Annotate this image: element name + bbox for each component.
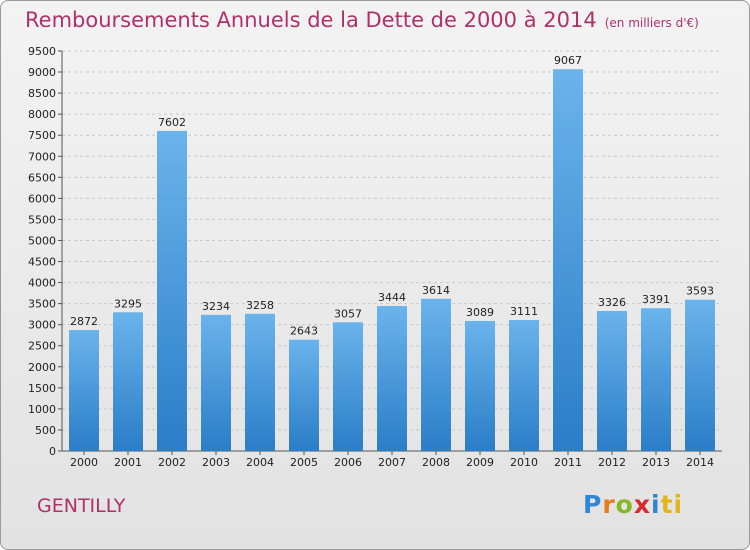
- x-tick-label: 2001: [114, 456, 142, 469]
- bar: [333, 322, 363, 451]
- bar: [245, 313, 275, 451]
- data-label: 3391: [642, 293, 670, 306]
- x-tick-label: 2009: [466, 456, 494, 469]
- city-name: GENTILLY: [37, 495, 126, 517]
- y-tick-label: 500: [35, 424, 56, 437]
- bar: [509, 320, 539, 451]
- logo-letter: r: [602, 490, 616, 519]
- y-tick-label: 5000: [28, 234, 56, 247]
- bar: [641, 308, 671, 451]
- x-tick-label: 2003: [202, 456, 230, 469]
- y-tick-label: 9500: [28, 45, 56, 58]
- y-tick-label: 7000: [28, 150, 56, 163]
- data-label: 3057: [334, 307, 362, 320]
- x-tick-label: 2012: [598, 456, 626, 469]
- bar: [685, 299, 715, 451]
- y-tick-label: 0: [49, 445, 56, 458]
- x-tick-label: 2010: [510, 456, 538, 469]
- y-tick-label: 3000: [28, 319, 56, 332]
- y-tick-label: 6500: [28, 171, 56, 184]
- data-label: 9067: [554, 54, 582, 67]
- bar: [421, 298, 451, 451]
- bar: [201, 314, 231, 451]
- data-label: 2643: [290, 325, 318, 338]
- data-label: 3111: [510, 305, 538, 318]
- y-tick-label: 5500: [28, 213, 56, 226]
- labels: 0 500 1000 1500 2000 2500 3000 3500 4000 4500 5000…: [28, 45, 714, 469]
- bar: [157, 130, 187, 452]
- bar: [597, 310, 627, 451]
- data-label: 3444: [378, 291, 406, 304]
- x-tick-label: 2005: [290, 456, 318, 469]
- data-label: 3614: [422, 284, 450, 297]
- bar: [377, 305, 407, 451]
- data-label: 7602: [158, 116, 186, 129]
- x-tick-label: 2013: [642, 456, 670, 469]
- y-tick-label: 7500: [28, 129, 56, 142]
- y-tick-label: 2000: [28, 361, 56, 374]
- logo-letter: i: [651, 490, 661, 519]
- y-tick-label: 9000: [28, 66, 56, 79]
- x-tick-label: 2000: [70, 456, 98, 469]
- unit-text: (en milliers d'€): [604, 16, 699, 30]
- data-label: 3234: [202, 300, 230, 313]
- bar: [113, 312, 143, 451]
- bar: [289, 339, 319, 451]
- y-tick-label: 1500: [28, 382, 56, 395]
- x-tick-label: 2006: [334, 456, 362, 469]
- y-tick-label: 2500: [28, 340, 56, 353]
- data-label: 3089: [466, 306, 494, 319]
- y-tick-label: 6000: [28, 192, 56, 205]
- data-label: 3326: [598, 296, 626, 309]
- bar: [465, 320, 495, 451]
- y-tick-label: 4500: [28, 256, 56, 269]
- x-tick-label: 2008: [422, 456, 450, 469]
- logo-letter: x: [633, 490, 651, 519]
- y-tick-label: 3500: [28, 298, 56, 311]
- logo-letter: ti: [660, 490, 684, 519]
- x-tick-label: 2014: [686, 456, 714, 469]
- title-text: Remboursements Annuels de la Dette de 20…: [25, 8, 597, 32]
- bar: [69, 330, 99, 451]
- logo-letter: P: [583, 490, 603, 519]
- chart-title: Remboursements Annuels de la Dette de 20…: [25, 8, 699, 32]
- y-tick-label: 4000: [28, 277, 56, 290]
- y-tick-label: 8500: [28, 87, 56, 100]
- x-tick-label: 2011: [554, 456, 582, 469]
- proxiti-logo: Proxiti: [583, 490, 683, 519]
- data-label: 3295: [114, 297, 142, 310]
- bar: [553, 69, 583, 452]
- x-tick-label: 2002: [158, 456, 186, 469]
- data-label: 3258: [246, 299, 274, 312]
- bars: [69, 69, 715, 452]
- y-tick-label: 1000: [28, 403, 56, 416]
- x-tick-label: 2004: [246, 456, 274, 469]
- x-tick-label: 2007: [378, 456, 406, 469]
- y-tick-label: 8000: [28, 108, 56, 121]
- logo-letter: o: [615, 490, 634, 519]
- data-label: 3593: [686, 285, 714, 298]
- data-label: 2872: [70, 315, 98, 328]
